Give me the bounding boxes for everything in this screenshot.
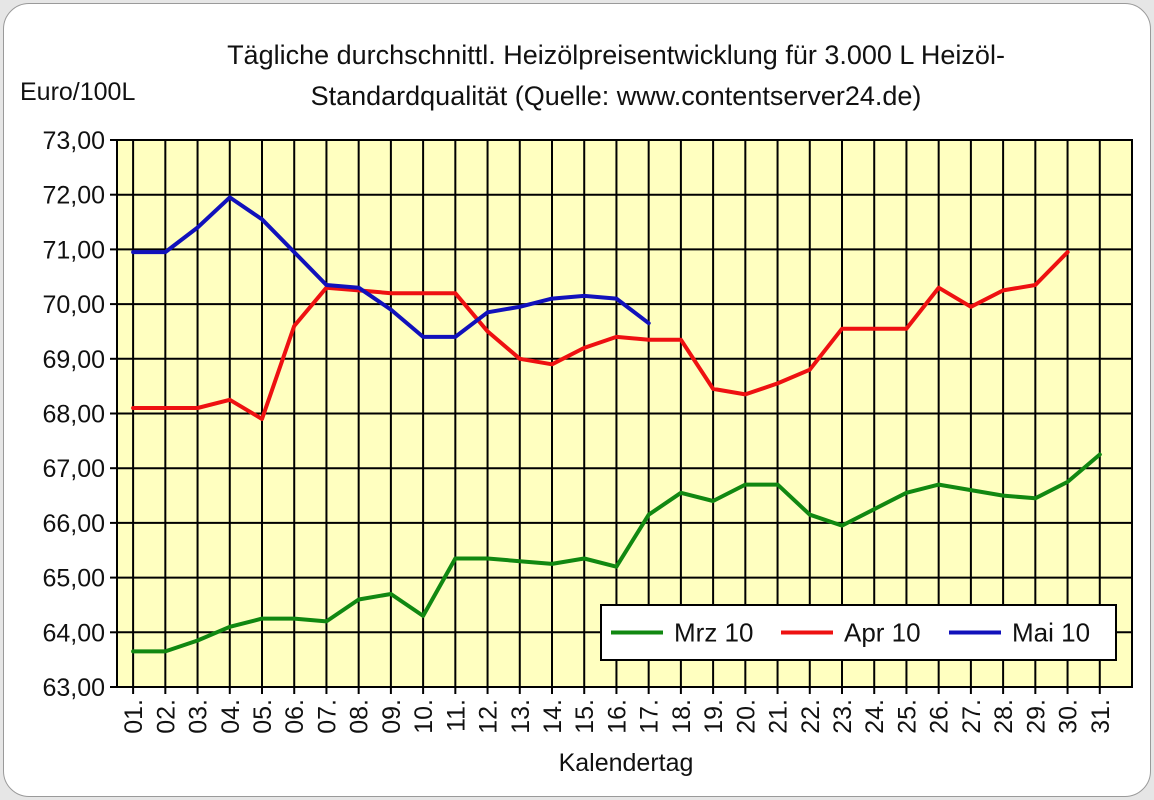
x-tick-label: 08. — [346, 699, 374, 734]
x-tick-label: 26. — [926, 699, 954, 734]
y-tick-label: 64,00 — [42, 619, 105, 647]
x-tick-label: 18. — [668, 699, 696, 734]
x-tick-label: 27. — [958, 699, 986, 734]
grid-lines — [116, 139, 1133, 688]
x-tick-label: 20. — [732, 699, 760, 734]
x-tick-label: 24. — [861, 699, 889, 734]
x-tick-label: 12. — [475, 699, 503, 734]
y-tick-label: 69,00 — [42, 346, 105, 374]
x-tick-label: 17. — [636, 699, 664, 734]
x-tick-label: 22. — [797, 699, 825, 734]
y-tick-label: 63,00 — [42, 674, 105, 702]
x-tick-label: 13. — [507, 699, 535, 734]
y-axis-label: Euro/100L — [20, 78, 135, 106]
x-axis-label: Kalendertag — [559, 749, 694, 777]
x-tick-label: 06. — [281, 699, 309, 734]
chart-title-line-2: Standardqualität (Quelle: www.contentser… — [311, 81, 922, 111]
x-tick-label: 05. — [249, 699, 277, 734]
y-tick-label: 72,00 — [42, 182, 105, 210]
series-line-mai-10 — [131, 195, 651, 339]
chart-title: Tägliche durchschnittl. Heizölpreisentwi… — [227, 40, 1005, 111]
x-tick-labels: 01. 02. 03. 04. 05. 06. 07. 08. 09. 10. 11. 12. 13. 1… — [120, 687, 1115, 734]
y-tick-label: 66,00 — [42, 510, 105, 538]
legend-label: Mrz 10 — [674, 618, 753, 648]
x-tick-label: 11. — [442, 699, 470, 732]
y-tick-label: 70,00 — [42, 291, 105, 319]
y-tick-label: 65,00 — [42, 565, 105, 593]
x-tick-label: 07. — [313, 699, 341, 734]
x-tick-label: 15. — [571, 699, 599, 734]
chart-frame: Tägliche durchschnittl. Heizölpreisentwi… — [3, 3, 1151, 797]
x-tick-label: 04. — [217, 699, 245, 734]
x-tick-label: 31. — [1087, 699, 1115, 734]
x-tick-label: 14. — [539, 699, 567, 734]
legend: Mrz 10 Apr 10 Mai 10 — [600, 604, 1117, 661]
chart-title-line-1: Tägliche durchschnittl. Heizölpreisentwi… — [227, 40, 1005, 70]
legend-label: Apr 10 — [844, 618, 921, 648]
y-tick-label: 68,00 — [42, 401, 105, 429]
y-tick-label: 71,00 — [42, 236, 105, 264]
x-tick-label: 25. — [893, 699, 921, 734]
series-line-apr-10 — [131, 250, 1070, 421]
x-tick-label: 16. — [603, 699, 631, 734]
x-tick-label: 21. — [765, 699, 793, 734]
y-tick-label: 73,00 — [42, 127, 105, 155]
x-tick-label: 19. — [700, 699, 728, 734]
y-tick-labels: 63,00 64,00 65,00 66,00 67,00 68,00 69,00 70,00… — [42, 127, 117, 702]
series-line-mrz-10 — [131, 452, 1102, 654]
x-tick-label: 03. — [185, 699, 213, 734]
line-chart: Tägliche durchschnittl. Heizölpreisentwi… — [20, 40, 1133, 777]
legend-label: Mai 10 — [1012, 618, 1090, 648]
x-tick-label: 29. — [1022, 699, 1050, 734]
x-tick-label: 02. — [152, 699, 180, 734]
series-lines — [131, 195, 1102, 654]
x-tick-label: 30. — [1055, 699, 1083, 734]
legend-box — [600, 604, 1117, 661]
x-tick-label: 09. — [378, 699, 406, 734]
x-tick-label: 23. — [829, 699, 857, 734]
y-tick-label: 67,00 — [42, 455, 105, 483]
x-tick-label: 10. — [410, 699, 438, 734]
x-tick-label: 28. — [990, 699, 1018, 734]
x-tick-label: 01. — [120, 699, 148, 734]
